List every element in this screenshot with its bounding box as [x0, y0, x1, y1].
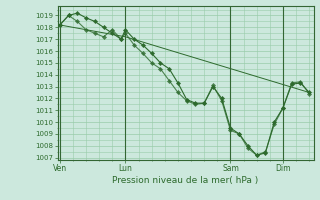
- X-axis label: Pression niveau de la mer( hPa ): Pression niveau de la mer( hPa ): [112, 176, 259, 185]
